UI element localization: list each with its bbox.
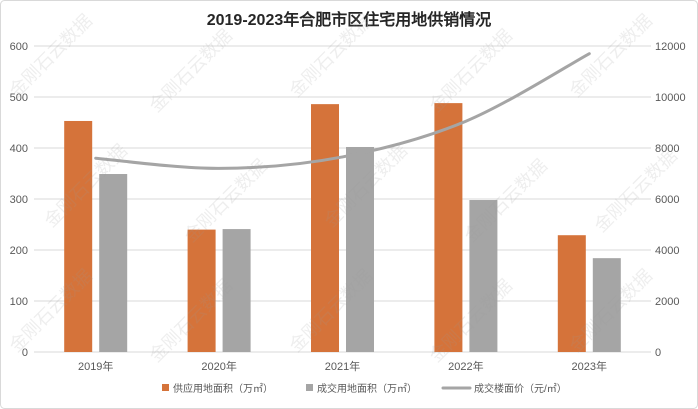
chart-title: 2019-2023年合肥市区住宅用地供销情况: [207, 10, 492, 29]
y-axis-right: 0 2000 4000 6000 8000 10000 12000: [655, 41, 686, 359]
y-tick-label-right: 12000: [655, 41, 686, 53]
gridlines: [34, 45, 651, 353]
y-axis-left: 0 100 200 300 400 500 600: [10, 41, 28, 359]
y-tick-label-left: 100: [10, 296, 28, 308]
legend-marker: [306, 384, 313, 391]
y-tick-label-left: 300: [10, 194, 28, 206]
y-tick-label-left: 200: [10, 245, 28, 257]
bar-supply-0: [64, 120, 93, 352]
bar-transaction-3: [469, 200, 498, 352]
y-tick-label-right: 6000: [655, 194, 679, 206]
y-tick-label-left: 500: [10, 92, 28, 104]
legend-item-1: 成交用地面积（万㎡）: [306, 382, 417, 395]
legend: 供应用地面积（万㎡） 成交用地面积（万㎡） 成交楼面价（元/㎡）: [162, 382, 567, 395]
y-tick-label-left: 400: [10, 143, 28, 155]
bar-supply-2: [311, 104, 339, 352]
x-tick-label: 2021年: [325, 359, 360, 373]
x-axis: 2019年 2020年 2021年 2022年 2023年: [78, 359, 607, 373]
bar-transaction-0: [99, 174, 128, 352]
y-tick-label-right: 10000: [655, 92, 686, 104]
bar-supply-3: [434, 103, 463, 353]
bar-transaction-4: [592, 258, 621, 352]
x-tick-label: 2020年: [201, 359, 236, 373]
legend-label: 成交用地面积（万㎡）: [317, 382, 417, 395]
legend-item-2: 成交楼面价（元/㎡）: [441, 382, 567, 395]
y-tick-label-right: 4000: [655, 245, 679, 257]
y-tick-label-right: 2000: [655, 296, 679, 308]
x-tick-label: 2023年: [572, 359, 607, 373]
x-tick-label: 2019年: [78, 359, 113, 373]
legend-item-0: 供应用地面积（万㎡）: [162, 382, 273, 395]
bar-supply-4: [557, 235, 586, 352]
legend-label: 供应用地面积（万㎡）: [173, 382, 273, 395]
bar-series: [64, 103, 621, 353]
y-tick-label-left: 600: [10, 41, 28, 53]
y-tick-label-right: 8000: [655, 143, 679, 155]
line-series: [94, 52, 591, 170]
legend-label: 成交楼面价（元/㎡）: [474, 382, 567, 395]
legend-marker: [162, 384, 169, 391]
x-tick-label: 2022年: [448, 359, 483, 373]
bar-transaction-1: [222, 229, 251, 352]
bar-transaction-2: [346, 146, 374, 352]
bar-supply-1: [187, 229, 216, 352]
y-tick-label-left: 0: [22, 347, 28, 359]
y-tick-label-right: 0: [655, 347, 661, 359]
